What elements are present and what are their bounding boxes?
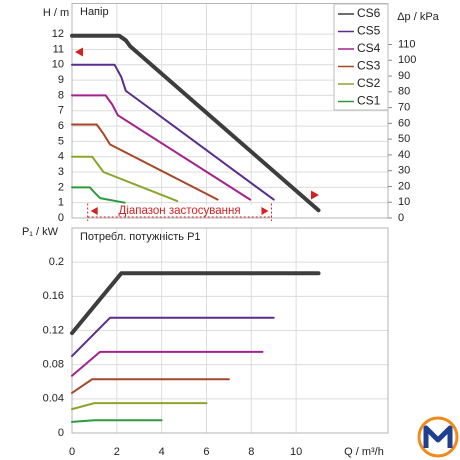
y2-tick-label: 70 bbox=[398, 102, 410, 114]
series-line bbox=[71, 94, 252, 201]
y2-tick-label: 30 bbox=[398, 165, 410, 177]
y-tick-label: 0.08 bbox=[43, 359, 64, 371]
y-axis-label: P₁ / kW bbox=[22, 226, 59, 238]
series-line bbox=[71, 378, 230, 394]
y-axis-label: H / m bbox=[43, 7, 69, 19]
legend: CS6 CS5 CS4 CS3 CS2 CS1 bbox=[333, 3, 389, 111]
series-line bbox=[71, 350, 264, 377]
y-tick-label: 9 bbox=[58, 74, 64, 86]
y-tick-label: 4 bbox=[58, 151, 64, 163]
y-tick-label: 0.04 bbox=[43, 393, 64, 405]
range-band bbox=[87, 205, 272, 217]
chart-title: Потребл. потужність P1 bbox=[80, 231, 201, 243]
x-tick-label: 0 bbox=[69, 446, 75, 458]
series-line bbox=[71, 419, 163, 423]
y-tick-label: 2 bbox=[58, 181, 64, 193]
y-tick-label: 6 bbox=[58, 120, 64, 132]
x-axis-label: Q / m³/h bbox=[344, 446, 384, 458]
y2-tick-label: 80 bbox=[398, 86, 410, 98]
legend-label: CS5 bbox=[357, 24, 381, 38]
legend-label: CS2 bbox=[357, 76, 381, 90]
legend-label: CS6 bbox=[357, 6, 381, 20]
range-arrow bbox=[90, 207, 98, 215]
y2-tick-label: 50 bbox=[398, 133, 410, 145]
y2-tick-label: 20 bbox=[398, 180, 410, 192]
x-tick-label: 4 bbox=[159, 446, 165, 458]
y2-tick-label: 110 bbox=[398, 38, 416, 50]
y2-axis-label: Δp / kPa bbox=[397, 11, 439, 23]
marker bbox=[311, 190, 319, 200]
y2-tick-label: 40 bbox=[398, 149, 410, 161]
y2-tick-label: 0 bbox=[398, 212, 404, 224]
series-line bbox=[71, 63, 275, 201]
legend-box bbox=[333, 3, 389, 111]
y-tick-label: 0.16 bbox=[43, 290, 64, 302]
y-tick-label: 0.12 bbox=[43, 324, 64, 336]
y-tick-label: 0.2 bbox=[49, 256, 64, 268]
y-tick-label: 0 bbox=[58, 212, 64, 224]
y-tick-label: 10 bbox=[52, 59, 64, 71]
series-line bbox=[71, 123, 219, 201]
y-tick-label: 11 bbox=[53, 43, 64, 55]
marker bbox=[75, 47, 83, 57]
series-line bbox=[70, 33, 321, 213]
y2-tick-label: 90 bbox=[398, 70, 410, 82]
series-line bbox=[71, 186, 126, 204]
legend-label: CS4 bbox=[357, 41, 381, 55]
y-tick-label: 7 bbox=[58, 105, 64, 117]
series-line bbox=[71, 402, 208, 411]
x-tick-label: 6 bbox=[203, 446, 209, 458]
legend-label: CS3 bbox=[357, 59, 381, 73]
x-tick-label: 2 bbox=[114, 446, 120, 458]
series-line bbox=[70, 271, 321, 336]
chart-title: Напір bbox=[80, 6, 109, 18]
range-label: Діапазон застосування bbox=[119, 205, 241, 217]
y2-tick-label: 60 bbox=[398, 117, 410, 129]
plot-frame bbox=[71, 3, 389, 219]
y2-tick-label: 100 bbox=[398, 54, 416, 66]
y-tick-label: 8 bbox=[58, 89, 64, 101]
y2-tick-label: 10 bbox=[398, 196, 410, 208]
y-tick-label: 1 bbox=[58, 197, 64, 209]
series-line bbox=[71, 155, 179, 203]
y-tick-label: 12 bbox=[52, 28, 64, 40]
y-tick-label: 0 bbox=[58, 427, 64, 439]
series-line bbox=[71, 316, 275, 358]
range-arrow bbox=[261, 207, 269, 215]
logo bbox=[417, 416, 459, 458]
x-tick-label: 8 bbox=[248, 446, 254, 458]
x-tick-label: 10 bbox=[290, 446, 302, 458]
y-tick-label: 3 bbox=[58, 166, 64, 178]
y-tick-label: 5 bbox=[58, 135, 64, 147]
legend-label: CS1 bbox=[357, 94, 381, 108]
